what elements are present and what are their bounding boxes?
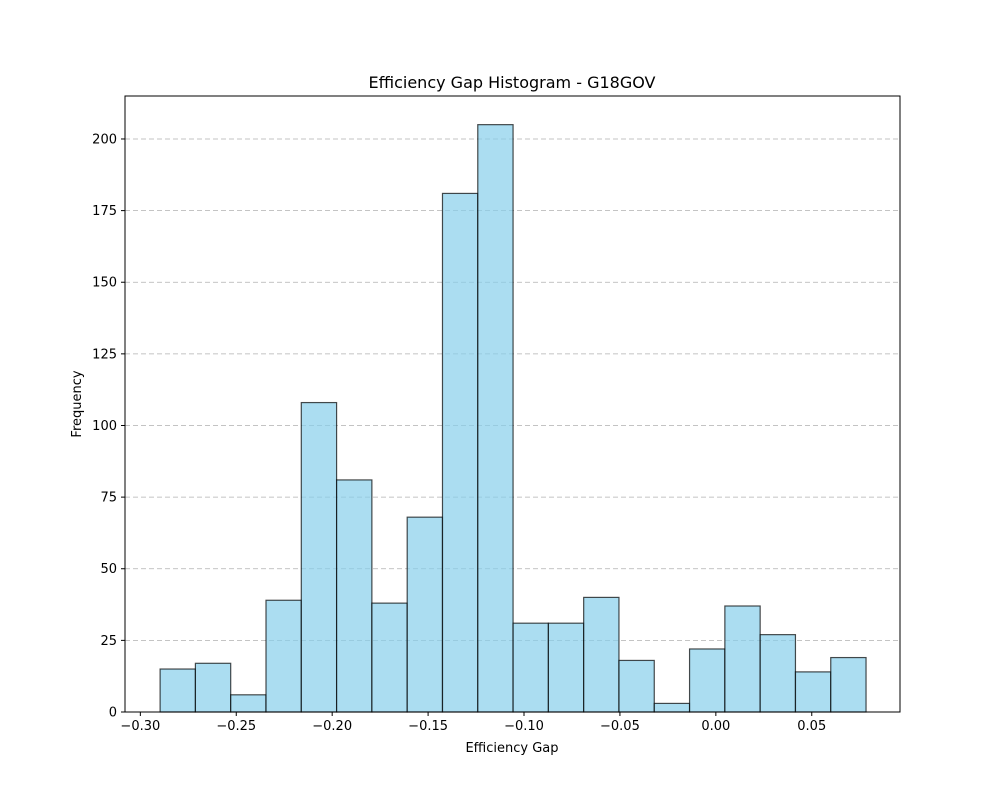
histogram-bar-0 xyxy=(159,668,197,713)
x-axis-label: Efficiency Gap xyxy=(465,741,558,756)
histogram-bar-8 xyxy=(441,192,479,713)
x-tick-label-6: 0.00 xyxy=(701,719,730,734)
y-tick-label-2: 50 xyxy=(100,562,117,577)
histogram-bar-19 xyxy=(830,656,867,713)
y-tick-label-3: 75 xyxy=(100,491,117,506)
y-tick-label-0: 0 xyxy=(109,706,117,721)
y-tick-label-1: 25 xyxy=(100,634,117,649)
histogram-bar-14 xyxy=(653,702,691,713)
y-tick-label-5: 125 xyxy=(92,347,117,362)
histogram-bar-6 xyxy=(371,602,408,713)
histogram-bar-5 xyxy=(335,479,373,713)
x-tick-label-0: −0.30 xyxy=(120,719,160,734)
x-tick-label-4: −0.10 xyxy=(504,719,544,734)
histogram-bar-1 xyxy=(194,662,232,713)
y-tick-label-4: 100 xyxy=(92,419,117,434)
y-tick-label-7: 175 xyxy=(92,204,117,219)
x-tick-label-7: 0.05 xyxy=(797,719,826,734)
histogram-bar-10 xyxy=(512,622,549,713)
histogram-bar-13 xyxy=(618,659,655,713)
plot-frame xyxy=(124,95,901,713)
histogram-bar-17 xyxy=(759,634,797,713)
histogram-bar-15 xyxy=(688,648,726,713)
histogram-bar-11 xyxy=(547,622,585,713)
histogram-bar-2 xyxy=(230,694,267,713)
histogram-bar-12 xyxy=(583,596,620,713)
y-axis-ticks: 0 25 50 75 100 125 150 175 200 xyxy=(92,132,125,721)
y-tick-label-6: 150 xyxy=(92,276,117,291)
y-axis-label: Frequency xyxy=(70,370,85,437)
x-tick-label-3: −0.15 xyxy=(408,719,448,734)
histogram-bar-4 xyxy=(300,401,338,713)
y-tick-label-8: 200 xyxy=(92,132,117,147)
x-tick-label-1: −0.25 xyxy=(216,719,256,734)
histogram-bar-16 xyxy=(724,605,761,713)
x-axis-ticks: −0.30 −0.25 −0.20 −0.15 −0.10 −0.05 0.00 0.05 xyxy=(120,712,826,734)
histogram-bar-18 xyxy=(794,671,832,713)
histogram-bar-9 xyxy=(477,124,514,713)
x-tick-label-5: −0.05 xyxy=(600,719,640,734)
chart-title: Efficiency Gap Histogram - G18GOV xyxy=(369,73,656,92)
histogram-bars xyxy=(159,124,867,713)
histogram-bar-7 xyxy=(406,516,444,713)
x-tick-label-2: −0.20 xyxy=(312,719,352,734)
histogram-bar-3 xyxy=(265,599,302,713)
